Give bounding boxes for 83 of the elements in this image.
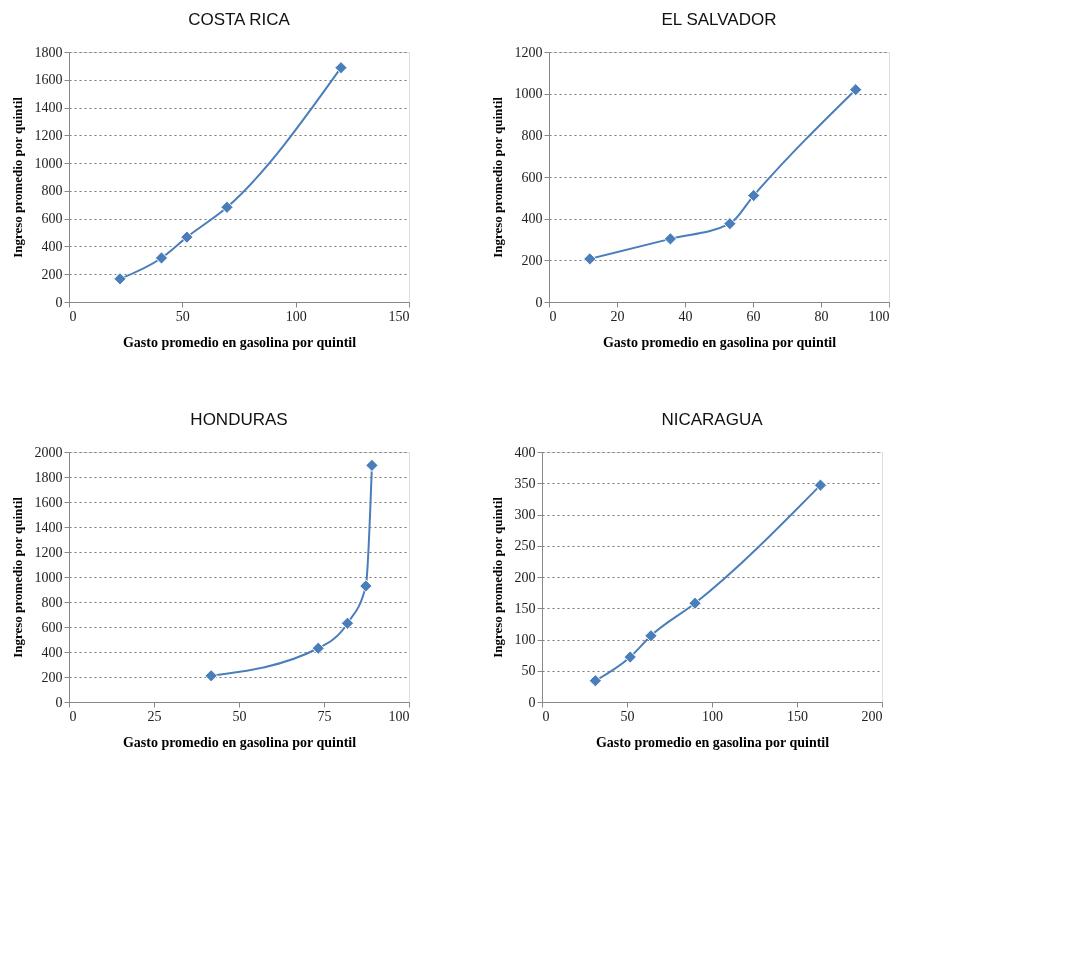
x-tick-label: 100: [285, 308, 307, 324]
y-tick-label: 1200: [514, 44, 543, 60]
x-axis-title: Gasto promedio en gasolina por quintil: [122, 734, 357, 750]
x-axis-title: Gasto promedio en gasolina por quintil: [122, 334, 357, 350]
y-tick-label: 100: [514, 632, 536, 647]
x-tick-label: 60: [746, 308, 761, 324]
point: [311, 641, 325, 655]
x-axis-title: Gasto promedio en gasolina por quintil: [595, 734, 830, 750]
y-axis-title: Ingreso promedio por quintil: [9, 96, 25, 258]
y-tick-label: 250: [514, 538, 536, 554]
point: [813, 478, 828, 492]
y-tick-label: 800: [41, 183, 63, 199]
y-tick-label: 600: [41, 211, 63, 227]
chart-title: NICARAGUA: [661, 410, 764, 429]
x-tick-label: 50: [232, 708, 247, 724]
y-tick-label: 200: [514, 569, 536, 585]
point: [365, 458, 379, 472]
x-tick-label: 0: [549, 308, 557, 324]
point: [849, 83, 863, 97]
y-tick-label: 1200: [34, 127, 63, 143]
x-tick-label: 0: [69, 308, 77, 324]
y-tick-label: 1800: [34, 44, 63, 60]
y-tick-label: 0: [55, 294, 63, 310]
y-tick-label: 400: [41, 238, 63, 254]
y-tick-label: 350: [514, 475, 536, 491]
y-tick-label: 1000: [34, 155, 63, 171]
y-tick-label: 400: [41, 644, 63, 660]
y-tick-label: 0: [528, 694, 536, 710]
point: [623, 650, 637, 664]
y-tick-label: 300: [514, 507, 536, 522]
x-tick-label: 40: [678, 308, 693, 324]
y-tick-label: 1400: [34, 519, 63, 535]
point: [359, 579, 373, 593]
y-tick-label: 200: [41, 266, 63, 282]
x-tick-label: 25: [147, 708, 162, 724]
y-tick-label: 1200: [34, 544, 63, 560]
x-tick-label: 80: [814, 308, 829, 324]
y-axis-title: Ingreso promedio por quintil: [489, 96, 505, 258]
x-tick-label: 50: [175, 308, 190, 324]
point: [340, 616, 355, 630]
x-tick-label: 75: [317, 708, 332, 724]
point: [723, 217, 737, 231]
y-tick-label: 400: [521, 211, 543, 227]
x-tick-label: 200: [861, 708, 883, 724]
x-tick-label: 20: [610, 308, 625, 324]
chart-title: EL SALVADOR: [661, 10, 777, 29]
x-tick-label: 100: [388, 708, 410, 724]
x-tick-label: 150: [787, 708, 808, 724]
y-tick-label: 600: [41, 619, 63, 635]
y-tick-label: 1000: [514, 86, 543, 102]
y-tick-label: 800: [41, 594, 63, 610]
y-tick-label: 400: [514, 444, 536, 460]
point: [663, 232, 677, 246]
y-tick-label: 1800: [34, 469, 63, 485]
y-tick-label: 2000: [34, 444, 63, 460]
point: [204, 669, 218, 683]
y-tick-label: 0: [535, 294, 543, 310]
y-tick-label: 150: [514, 600, 536, 616]
point: [688, 596, 702, 610]
y-tick-label: 200: [521, 252, 543, 268]
y-tick-label: 50: [521, 663, 536, 679]
y-tick-label: 0: [55, 694, 63, 710]
y-tick-label: 1000: [34, 569, 63, 585]
x-tick-label: 100: [868, 308, 890, 324]
y-tick-label: 200: [41, 669, 63, 685]
x-tick-label: 150: [388, 308, 410, 324]
y-tick-label: 1600: [34, 494, 63, 510]
y-tick-label: 1600: [34, 72, 63, 88]
y-tick-label: 1400: [34, 100, 63, 116]
point: [583, 252, 597, 266]
x-tick-label: 0: [69, 708, 77, 724]
y-tick-label: 600: [521, 169, 543, 185]
point: [588, 674, 602, 688]
y-axis-title: Ingreso promedio por quintil: [9, 496, 25, 658]
y-axis-title: Ingreso promedio por quintil: [489, 496, 505, 658]
point: [644, 629, 658, 643]
x-tick-label: 50: [620, 708, 635, 724]
y-tick-label: 800: [521, 127, 543, 143]
point: [747, 188, 761, 203]
x-tick-label: 100: [702, 708, 723, 724]
chart-title: COSTA RICA: [188, 10, 291, 29]
x-axis-title: Gasto promedio en gasolina por quintil: [602, 334, 837, 350]
chart-title: HONDURAS: [190, 410, 288, 429]
